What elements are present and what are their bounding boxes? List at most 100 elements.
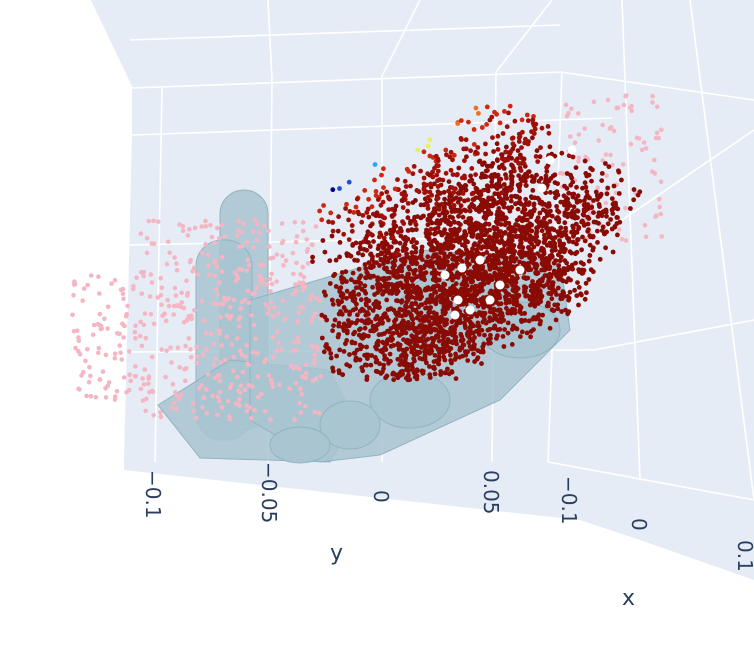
box-point	[442, 370, 448, 376]
box-point	[391, 330, 396, 336]
box-point	[583, 184, 589, 190]
box-point	[369, 263, 374, 269]
box-point	[457, 354, 463, 360]
box-point	[395, 229, 401, 235]
box-point	[366, 260, 372, 266]
pink-point	[205, 372, 211, 377]
box-point	[591, 245, 596, 251]
pink-point	[217, 399, 222, 404]
box-point	[527, 239, 533, 245]
box-point	[404, 278, 410, 284]
box-point	[374, 346, 379, 352]
box-point	[406, 264, 412, 270]
box-point	[522, 288, 528, 294]
box-point	[330, 301, 336, 307]
pink-point	[236, 316, 242, 322]
box-point	[581, 261, 586, 267]
pink-point	[576, 111, 581, 116]
box-point	[575, 193, 581, 199]
box-point	[376, 321, 381, 327]
box-point	[603, 207, 609, 213]
pink-point	[245, 288, 250, 294]
pink-point	[166, 303, 172, 309]
pink-point	[310, 378, 316, 383]
box-point	[542, 273, 548, 278]
pink-point	[258, 391, 264, 397]
pink-point	[316, 410, 322, 416]
box-point	[436, 354, 442, 360]
box-point	[570, 154, 576, 160]
box-point	[370, 308, 376, 313]
box-point	[369, 204, 375, 210]
box-point	[402, 178, 408, 184]
box-point	[378, 256, 384, 262]
box-point	[595, 240, 600, 245]
box-point	[482, 332, 487, 338]
box-point	[447, 220, 453, 226]
pink-point	[179, 290, 184, 296]
pink-point	[199, 224, 204, 229]
box-point	[631, 187, 637, 192]
pink-point	[236, 218, 241, 224]
box-point	[530, 188, 536, 193]
box-point	[356, 292, 362, 297]
box-point	[458, 209, 463, 215]
white-point	[537, 183, 547, 193]
box-point	[619, 177, 624, 183]
box-point	[409, 333, 415, 339]
pink-point	[180, 224, 186, 229]
box-point	[489, 277, 494, 283]
box-point	[436, 330, 442, 335]
box-point	[528, 329, 534, 334]
pink-point	[295, 335, 301, 340]
box-point	[386, 317, 391, 323]
box-point	[476, 111, 481, 116]
pink-point	[220, 302, 226, 307]
pink-point	[117, 343, 122, 348]
box-point	[352, 296, 358, 302]
pink-point	[309, 320, 315, 325]
box-point	[576, 302, 581, 308]
pink-point	[231, 354, 237, 360]
x-tick-label: 0.1	[733, 540, 754, 572]
box-point	[503, 187, 509, 193]
box-point	[362, 262, 368, 267]
pink-point	[287, 386, 293, 392]
box-point	[428, 226, 434, 232]
pink-point	[262, 223, 267, 229]
pink-point	[252, 217, 258, 223]
pink-point	[263, 302, 269, 307]
box-point	[475, 348, 481, 353]
box-point	[433, 153, 439, 159]
pink-point	[192, 308, 197, 313]
box-point	[537, 154, 543, 160]
box-point	[330, 328, 335, 334]
box-point	[363, 290, 369, 296]
box-point	[347, 209, 353, 214]
box-point	[359, 306, 365, 312]
box-point	[471, 127, 477, 132]
box-point	[451, 219, 457, 225]
box-point	[363, 312, 369, 318]
box-point	[400, 219, 405, 225]
box-point	[444, 152, 449, 158]
box-point	[487, 264, 493, 270]
box-point	[453, 186, 458, 192]
pink-point	[223, 357, 228, 363]
box-point	[363, 275, 369, 281]
box-point	[463, 183, 469, 189]
box-point	[509, 258, 514, 264]
box-point	[405, 309, 411, 315]
box-point	[336, 214, 341, 220]
box-point	[411, 352, 417, 358]
box-point	[442, 261, 448, 266]
box-point	[551, 227, 557, 233]
box-point	[455, 199, 461, 205]
box-point	[405, 201, 411, 206]
box-point	[492, 315, 498, 321]
pink-point	[642, 222, 648, 228]
box-point	[391, 377, 397, 383]
box-point	[499, 152, 505, 158]
white-point	[475, 255, 485, 265]
